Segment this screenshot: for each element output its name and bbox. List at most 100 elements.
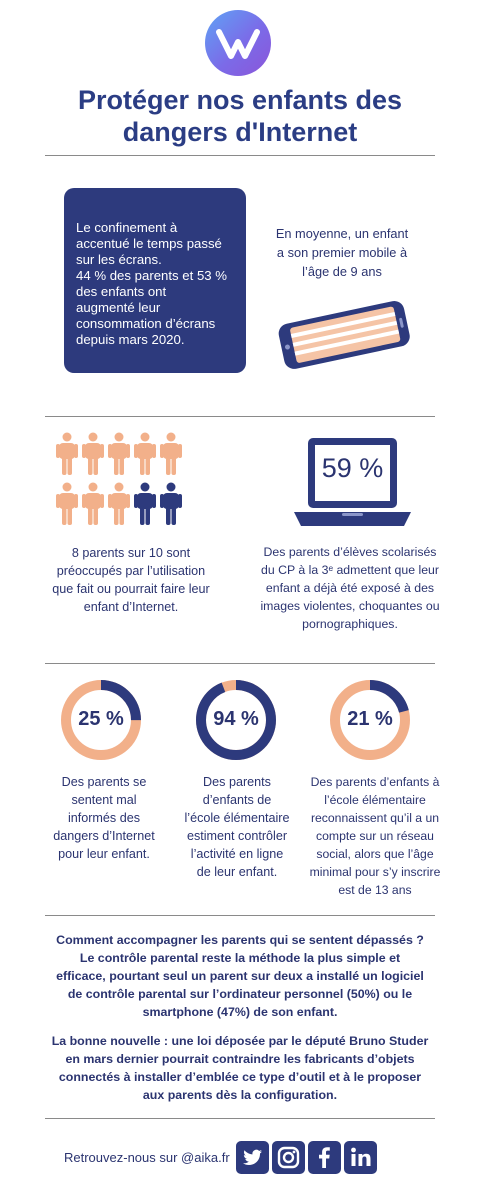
facebook-icon[interactable] bbox=[308, 1141, 341, 1174]
person-icon bbox=[56, 432, 78, 475]
person-icon bbox=[108, 482, 130, 525]
text-line: Le contrôle parental reste la méthode la… bbox=[79, 951, 401, 965]
text-line: en mars dernier pourrait contraindre les… bbox=[65, 1052, 415, 1066]
divider bbox=[45, 663, 435, 664]
text-line: l’âge de 9 ans bbox=[302, 264, 382, 279]
text-line: de leur enfant. bbox=[196, 865, 278, 879]
ring-progress bbox=[196, 680, 276, 760]
person-icon bbox=[134, 482, 156, 525]
text-line: aux parents dès la configuration. bbox=[142, 1088, 338, 1102]
first-mobile-text: En moyenne, un enfant a son premier mobi… bbox=[262, 224, 422, 281]
text-line: sentent mal bbox=[71, 793, 137, 807]
facebook-glyph bbox=[319, 1147, 330, 1168]
instagram-glyph bbox=[277, 1146, 300, 1169]
box-line: Le confinement à bbox=[76, 220, 178, 235]
divider bbox=[45, 416, 435, 417]
divider bbox=[45, 1118, 435, 1119]
text-line: enfant a déjà été exposé à des bbox=[265, 581, 435, 595]
box-line: accentué le temps passé bbox=[76, 236, 222, 251]
person-icon bbox=[160, 482, 182, 525]
twitter-glyph bbox=[243, 1149, 262, 1165]
laptop-drawing bbox=[294, 438, 411, 526]
title-line-1: Protéger nos enfants des bbox=[77, 85, 403, 115]
text-line: est de 13 ans bbox=[338, 883, 412, 897]
parents-concern-text: 8 parents sur 10 sont préoccupés par l’u… bbox=[36, 544, 226, 616]
text-line: informés des bbox=[67, 811, 141, 825]
divider bbox=[45, 155, 435, 156]
text-line: enfant d’Internet. bbox=[83, 600, 179, 614]
text-line: préoccupés par l’utilisation bbox=[56, 564, 206, 578]
box-line: augmenté leur bbox=[76, 300, 161, 315]
box-line: sur les écrans. bbox=[76, 252, 162, 267]
text-line: pour leur enfant. bbox=[58, 847, 150, 861]
text-line: images violentes, choquantes ou bbox=[260, 599, 440, 613]
ring-chart bbox=[196, 680, 276, 760]
text-line: La bonne nouvelle : une loi déposée par … bbox=[51, 1034, 429, 1048]
text-line: que fait ou pourrait faire leur bbox=[52, 582, 210, 596]
text-line: pornographiques. bbox=[302, 617, 398, 631]
text-line: efficace, pourtant seul un parent sur de… bbox=[56, 969, 424, 983]
laptop-icon: 59 % bbox=[290, 436, 415, 530]
people-grid bbox=[56, 432, 186, 532]
parental-control-paragraph: Comment accompagner les parents qui se s… bbox=[30, 931, 450, 1021]
text-line: l’école élémentaire bbox=[324, 793, 426, 807]
stat-ring-2: 94 % bbox=[196, 680, 276, 760]
good-news-paragraph: La bonne nouvelle : une loi déposée par … bbox=[30, 1032, 450, 1104]
title-line-2: dangers d'Internet bbox=[122, 117, 358, 147]
divider bbox=[45, 915, 435, 916]
text-line: smartphone (47%) de son enfant. bbox=[142, 1005, 338, 1019]
person-icon bbox=[160, 432, 182, 475]
text-line: reconnaissent qu’il a un bbox=[310, 811, 440, 825]
text-line: Des parents d’enfants à bbox=[310, 775, 440, 789]
linkedin-glyph bbox=[351, 1147, 371, 1166]
box-line: des enfants ont bbox=[76, 284, 167, 299]
stat-ring-3: 21 % bbox=[330, 680, 410, 760]
confinement-box: Le confinement à accentué le temps passé… bbox=[64, 188, 246, 373]
laptop-stat-value: 59 % bbox=[321, 453, 384, 483]
stat-text-2: Des parents d’enfants de l’école élément… bbox=[178, 773, 296, 881]
text-line: social, alors que l’âge bbox=[316, 847, 434, 861]
box-line: consommation d’écrans bbox=[76, 316, 216, 331]
text-line: dangers d’Internet bbox=[53, 829, 155, 843]
ring-chart bbox=[61, 680, 141, 760]
text-line: l’école élémentaire bbox=[184, 811, 290, 825]
text-line: du CP à la 3ᵉ admettent que leur bbox=[261, 563, 439, 577]
box-line: 44 % des parents et 53 % bbox=[76, 268, 228, 283]
text-line: a son premier mobile à bbox=[276, 245, 408, 260]
text-line: minimal pour s’y inscrire bbox=[309, 865, 441, 879]
text-line: Des parents d’élèves scolarisés bbox=[263, 545, 437, 559]
ring-value: 21 % bbox=[347, 708, 393, 730]
stat-text-1: Des parents se sentent mal informés des … bbox=[46, 773, 162, 863]
smartphone-icon bbox=[278, 301, 410, 369]
text-line: Des parents bbox=[203, 775, 271, 789]
brand-logo bbox=[205, 10, 271, 76]
ring-value: 25 % bbox=[78, 708, 124, 730]
text-line: l’activité en ligne bbox=[190, 847, 284, 861]
person-icon bbox=[134, 432, 156, 475]
instagram-icon[interactable] bbox=[272, 1141, 305, 1174]
ring-progress bbox=[330, 680, 410, 760]
text-line: de contrôle parental sur l’ordinateur pe… bbox=[67, 987, 413, 1001]
exposure-text: Des parents d’élèves scolarisés du CP à … bbox=[240, 543, 460, 633]
twitter-icon[interactable] bbox=[236, 1141, 269, 1174]
text-line: connectés à installer d’emblée ce type d… bbox=[58, 1070, 422, 1084]
stat-ring-1: 25 % bbox=[61, 680, 141, 760]
person-icon bbox=[56, 482, 78, 525]
text-line: Des parents se bbox=[61, 775, 147, 789]
footer-text: Retrouvez-nous sur @aika.fr bbox=[64, 1150, 230, 1165]
person-icon bbox=[108, 432, 130, 475]
brand-logo-icon bbox=[216, 29, 260, 59]
page-title: Protéger nos enfants des dangers d'Inter… bbox=[40, 84, 440, 148]
person-icon bbox=[82, 432, 104, 475]
text-line: d’enfants de bbox=[202, 793, 272, 807]
text-line: compte sur un réseau bbox=[316, 829, 434, 843]
text-line: En moyenne, un enfant bbox=[275, 226, 409, 241]
ring-chart bbox=[330, 680, 410, 760]
ring-value: 94 % bbox=[213, 708, 259, 730]
text-line: 8 parents sur 10 sont bbox=[71, 546, 191, 560]
stat-text-3: Des parents d’enfants à l’école élémenta… bbox=[300, 773, 450, 899]
text-line: estiment contrôler bbox=[186, 829, 288, 843]
linkedin-icon[interactable] bbox=[344, 1141, 377, 1174]
person-icon bbox=[82, 482, 104, 525]
ring-progress bbox=[61, 680, 141, 760]
